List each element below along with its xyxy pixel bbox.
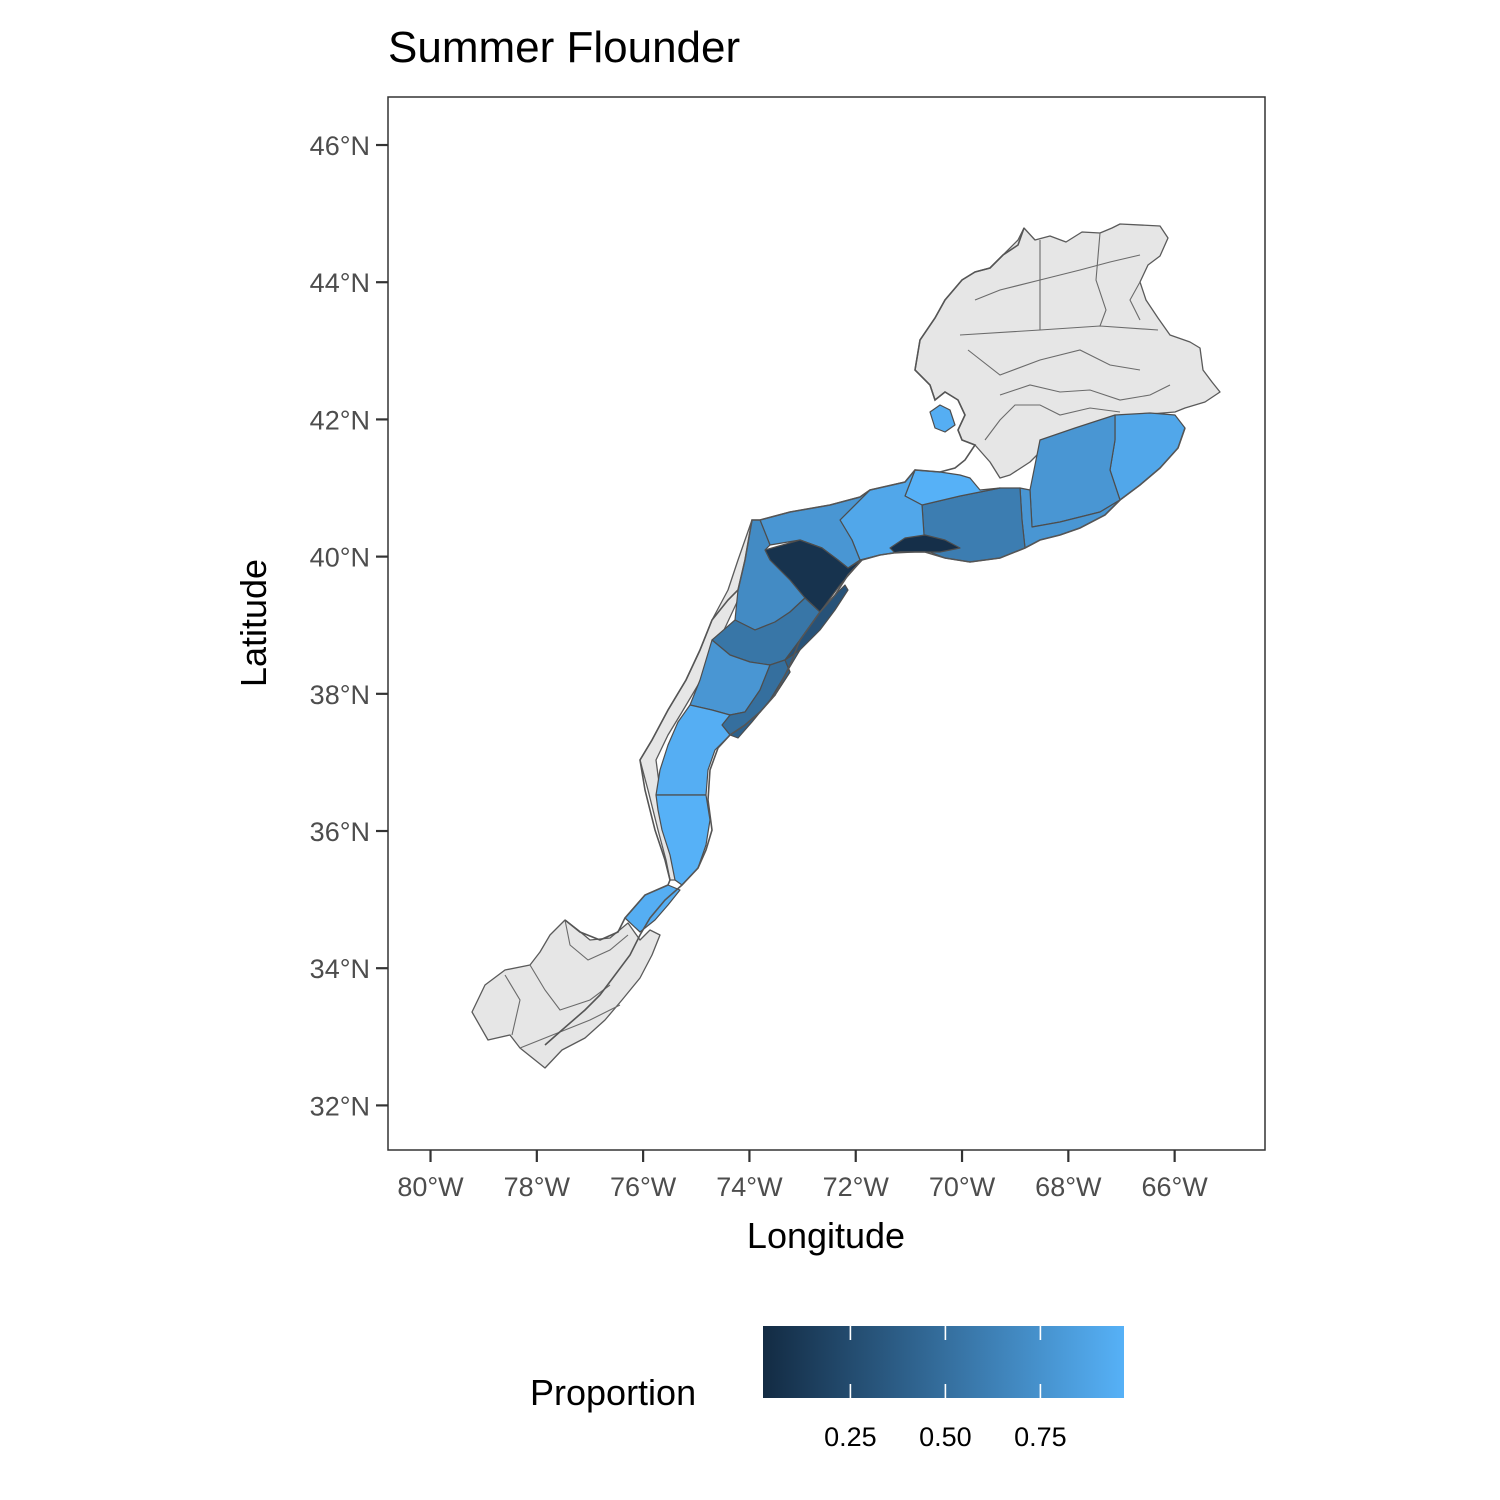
y-tick-label: 36°N bbox=[310, 817, 370, 847]
carolina-shelf-line bbox=[564, 919, 629, 961]
gulf-of-maine-basin-line bbox=[1129, 281, 1141, 321]
gulf-of-maine-region bbox=[914, 223, 1221, 479]
gulf-of-maine-basin-line bbox=[959, 325, 1159, 336]
y-axis: 32°N 34°N 36°N 38°N 40°N 42°N 44°N 46°N bbox=[310, 131, 388, 1121]
coastline-layer bbox=[544, 227, 1186, 1046]
x-tick-label: 68°W bbox=[1035, 1172, 1102, 1202]
y-tick-label: 42°N bbox=[310, 405, 370, 435]
legend-tick-label: 0.50 bbox=[919, 1422, 972, 1452]
coastline bbox=[564, 227, 1025, 941]
x-tick-label: 80°W bbox=[397, 1172, 464, 1202]
y-tick-label: 40°N bbox=[310, 543, 370, 573]
x-tick-label: 76°W bbox=[610, 1172, 677, 1202]
legend-colorbar bbox=[763, 1326, 1124, 1398]
y-tick-label: 38°N bbox=[310, 680, 370, 710]
gulf-of-maine-basin-line bbox=[1095, 232, 1107, 327]
y-tick-label: 32°N bbox=[310, 1091, 370, 1121]
y-tick-label: 34°N bbox=[310, 954, 370, 984]
x-axis-title: Longitude bbox=[747, 1215, 905, 1256]
x-tick-label: 70°W bbox=[929, 1172, 996, 1202]
y-tick-label: 46°N bbox=[310, 131, 370, 161]
gulf-of-maine-basin-line bbox=[999, 384, 1171, 401]
x-tick-label: 74°W bbox=[716, 1172, 783, 1202]
carolina-shelf-line bbox=[504, 974, 521, 1036]
legend-title: Proportion bbox=[530, 1372, 696, 1413]
legend-tick-label: 0.25 bbox=[824, 1422, 877, 1452]
x-tick-label: 78°W bbox=[504, 1172, 571, 1202]
strata-layer bbox=[624, 404, 1186, 933]
land-layer bbox=[471, 223, 1221, 1069]
gulf-of-maine-basin-line bbox=[967, 349, 1141, 376]
x-tick-label: 66°W bbox=[1141, 1172, 1208, 1202]
legend-tick-label: 0.75 bbox=[1014, 1422, 1067, 1452]
gulf-of-maine-basin-line bbox=[984, 404, 1121, 441]
legend: Proportion 0.25 0.50 0.75 bbox=[530, 1326, 1124, 1452]
stratum-nj-outer bbox=[784, 584, 849, 661]
carolina-shelf-line bbox=[529, 964, 611, 1011]
x-axis: 80°W 78°W 76°W 74°W 72°W 70°W 68°W 66°W bbox=[397, 1150, 1208, 1202]
coastline-shelf-edge bbox=[544, 427, 1186, 1046]
stratum-cape-cod-bay bbox=[929, 404, 956, 433]
gulf-of-maine-basin-line bbox=[974, 254, 1141, 301]
x-tick-label: 72°W bbox=[823, 1172, 890, 1202]
chart-title: Summer Flounder bbox=[388, 23, 740, 72]
y-axis-title: Latitude bbox=[233, 559, 274, 687]
carolina-shelf-line bbox=[519, 1004, 621, 1049]
stratum-virginia bbox=[655, 704, 731, 796]
y-tick-label: 44°N bbox=[310, 268, 370, 298]
legend-ticks: 0.25 0.50 0.75 bbox=[824, 1326, 1067, 1452]
